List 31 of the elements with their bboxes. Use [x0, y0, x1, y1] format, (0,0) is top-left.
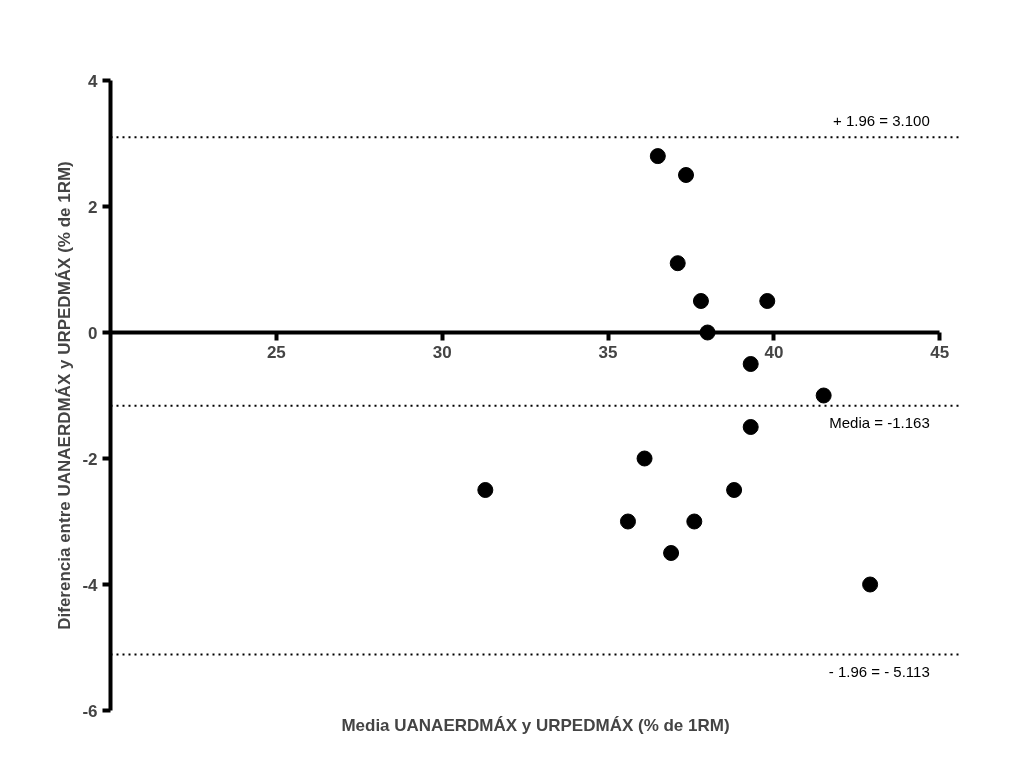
point — [649, 148, 666, 165]
y-tick-label: -4 — [82, 575, 99, 595]
point — [686, 513, 703, 530]
ref-line-label: Media = -1.163 — [829, 413, 930, 431]
point — [619, 513, 636, 530]
point — [636, 450, 653, 467]
point — [742, 419, 759, 435]
x-axis-title: Media UANAERDMÁX y URPEDMÁX (% de 1RM) — [341, 715, 730, 735]
y-tick-label: -6 — [82, 701, 98, 721]
x-tick-label: 35 — [598, 342, 618, 362]
point — [678, 167, 695, 183]
y-tick-label: 4 — [88, 71, 99, 91]
ref-line-label: - 1.96 = - 5.113 — [828, 662, 930, 680]
x-tick-label: 45 — [930, 342, 950, 362]
point — [726, 482, 743, 498]
y-tick-label: -2 — [82, 449, 98, 469]
ref-line-label: + 1.96 = 3.100 — [833, 112, 930, 130]
point — [742, 356, 759, 372]
point — [862, 576, 879, 593]
x-tick-label: 40 — [764, 342, 784, 362]
point — [759, 293, 776, 309]
y-axis-title: Diferencia entre UANAERDMÁX y URPEDMÁX (% de 1RM) — [55, 161, 75, 630]
point — [692, 293, 709, 309]
point — [669, 255, 686, 272]
point — [663, 545, 680, 561]
y-tick-label: 0 — [88, 323, 98, 343]
x-tick-label: 25 — [266, 342, 286, 362]
y-tick-label: 2 — [88, 197, 98, 217]
point — [477, 482, 494, 498]
point — [815, 387, 832, 404]
x-tick-label: 30 — [432, 342, 452, 362]
